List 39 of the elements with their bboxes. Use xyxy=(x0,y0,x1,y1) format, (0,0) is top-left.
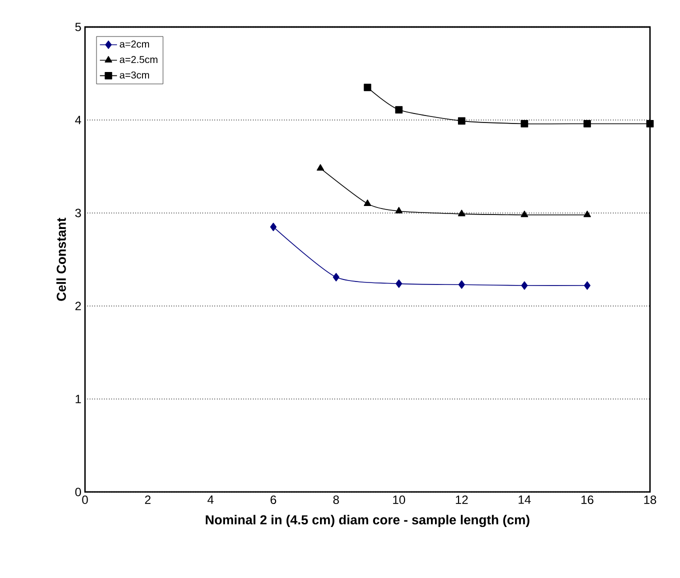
point xyxy=(520,210,528,218)
x-tick-label: 12 xyxy=(456,496,468,504)
point xyxy=(584,210,591,218)
x-tick-label: 14 xyxy=(518,496,531,504)
point xyxy=(364,84,372,92)
y-axis-title: Cell Constant xyxy=(56,218,66,301)
y-tick-label: 1 xyxy=(76,394,81,404)
point xyxy=(646,120,654,128)
x-tick-label: 4 xyxy=(208,496,214,504)
point xyxy=(395,106,403,114)
y-tick-label: 2 xyxy=(75,302,81,310)
x-tick-label: 8 xyxy=(333,496,339,504)
x-tick-label: 16 xyxy=(581,496,594,504)
point xyxy=(520,120,528,128)
legend-label: a=2.5cm xyxy=(120,56,158,64)
point xyxy=(316,164,324,171)
x-tick-label: 18 xyxy=(644,496,656,504)
legend-label: a=2cm xyxy=(120,40,150,48)
x-tick-label: 2 xyxy=(145,496,151,504)
point xyxy=(270,222,277,232)
point xyxy=(584,120,591,128)
point xyxy=(395,206,403,214)
point xyxy=(396,279,402,288)
y-tick-label: 0 xyxy=(75,488,82,496)
point xyxy=(584,281,590,290)
x-tick-label: 10 xyxy=(393,496,406,504)
x-axis-title: Nominal 2 in (4.5 cm) diam core - sample length (cm) xyxy=(206,514,530,528)
point xyxy=(332,272,340,282)
point xyxy=(521,281,528,290)
point xyxy=(364,199,372,206)
point xyxy=(458,117,466,125)
point xyxy=(458,210,466,216)
y-tick-label: 4 xyxy=(75,116,82,124)
x-tick-label: 6 xyxy=(270,496,276,504)
point xyxy=(458,280,465,289)
legend-label: a=3cm xyxy=(120,71,150,79)
y-tick-label: 3 xyxy=(75,208,81,218)
y-tick-label: 5 xyxy=(75,22,81,32)
x-tick-label: 0 xyxy=(82,496,88,504)
